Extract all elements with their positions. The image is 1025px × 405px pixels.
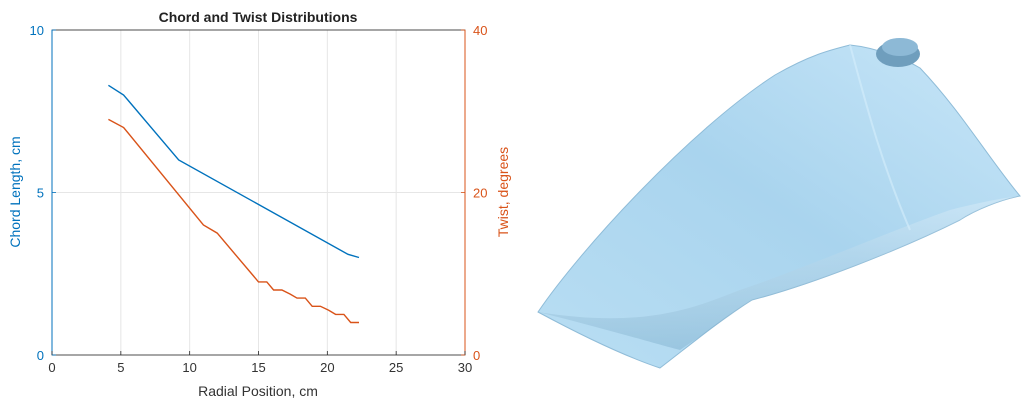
x-tick-label: 25 (389, 360, 403, 375)
twist-series-line (108, 118, 359, 324)
right-tick-label: 40 (473, 23, 487, 38)
x-tick-label: 30 (458, 360, 472, 375)
x-tick-label: 5 (117, 360, 124, 375)
right-tick-label: 0 (473, 348, 480, 363)
x-axis-label: Radial Position, cm (198, 383, 318, 399)
chord-twist-chart: 0 5 10 15 20 25 30 0 5 10 0 20 40 Chord and Twist Di… (7, 9, 511, 399)
blade-edge-highlight (849, 44, 911, 231)
right-tick-label: 20 (473, 186, 487, 201)
chart-title: Chord and Twist Distributions (159, 9, 358, 25)
left-tick-label: 5 (37, 186, 44, 201)
x-tick-label: 0 (48, 360, 55, 375)
blade-hub-top (882, 38, 918, 56)
left-tick-label: 10 (30, 23, 44, 38)
left-tick-label: 0 (37, 348, 44, 363)
chord-series-line (108, 84, 360, 259)
blade-body (537, 44, 1021, 369)
x-tick-label: 20 (320, 360, 334, 375)
right-axis-label: Twist, degrees (495, 147, 511, 237)
blade-illustration (537, 38, 1021, 369)
x-tick-label: 10 (182, 360, 196, 375)
left-axis-label: Chord Length, cm (7, 136, 23, 247)
blade-shading (538, 196, 1020, 350)
x-tick-label: 15 (251, 360, 265, 375)
blade-3d-render (520, 0, 1025, 400)
